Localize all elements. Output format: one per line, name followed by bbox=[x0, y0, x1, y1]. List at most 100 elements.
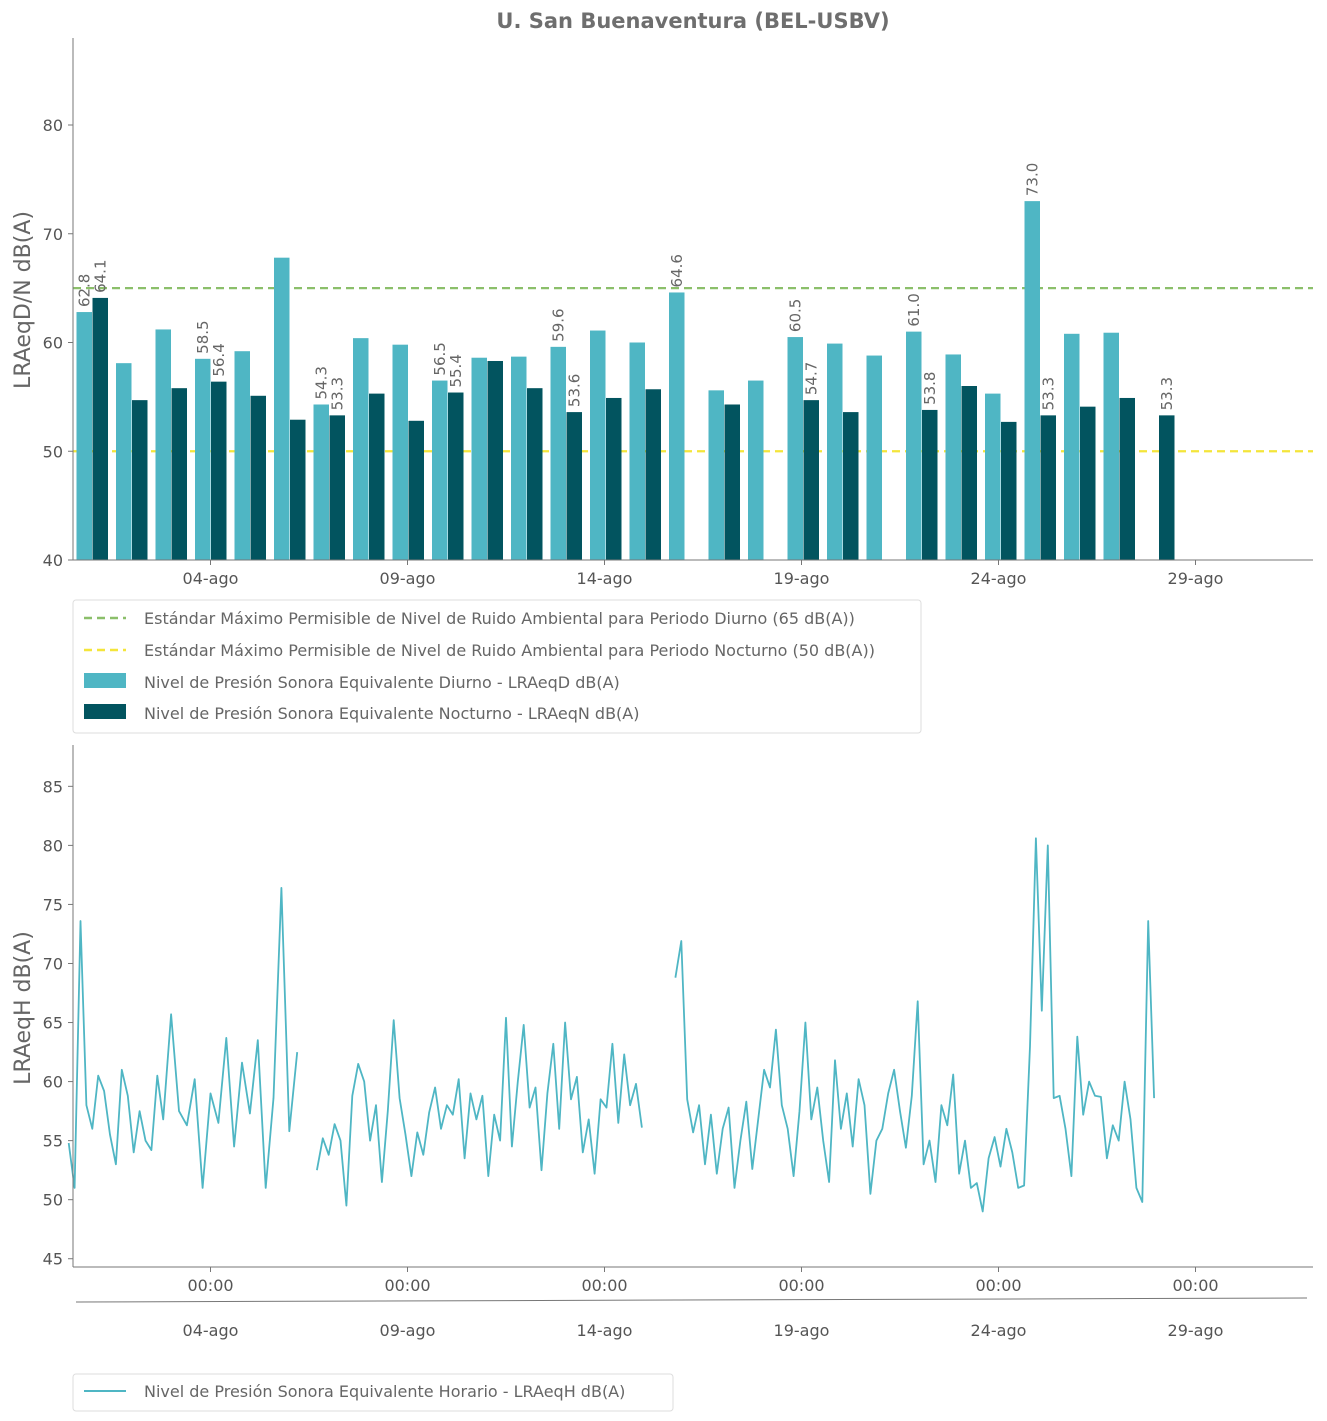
line-x-date-label: 29-ago bbox=[1168, 1321, 1224, 1340]
legend-night-limit-label: Estándar Máximo Permisible de Nivel de R… bbox=[144, 641, 875, 660]
day-bar-23-ago bbox=[985, 393, 1001, 560]
day-bar-label-18-ago: 60.5 bbox=[787, 299, 805, 332]
night-bar-label-27-ago: 53.3 bbox=[1158, 377, 1176, 410]
line-x-time-label: 00:00 bbox=[778, 1276, 824, 1295]
night-bar-06-ago bbox=[329, 415, 345, 560]
day-bar-01-ago bbox=[116, 363, 132, 560]
line-y-tick-label: 45 bbox=[43, 1250, 63, 1269]
chart-title: U. San Buenaventura (BEL-USBV) bbox=[496, 9, 889, 33]
legend-day-label: Nivel de Presión Sonora Equivalente Diur… bbox=[144, 673, 620, 692]
day-bar-10-ago bbox=[471, 357, 487, 560]
night-bar-27-ago bbox=[1159, 415, 1175, 560]
bar-x-tick-label: 29-ago bbox=[1168, 569, 1224, 588]
line-x-time-label: 00:00 bbox=[1172, 1276, 1218, 1295]
bar-y-tick-label: 50 bbox=[43, 442, 63, 461]
night-bar-01-ago bbox=[132, 400, 148, 560]
night-bar-label-24-ago: 53.3 bbox=[1040, 377, 1058, 410]
line-y-tick-label: 50 bbox=[43, 1191, 63, 1210]
line-y-tick-label: 75 bbox=[43, 895, 63, 914]
line-x-time-label: 00:00 bbox=[975, 1276, 1021, 1295]
day-bar-13-ago bbox=[590, 330, 606, 560]
night-bar-24-ago bbox=[1040, 415, 1056, 560]
line-legend-frame bbox=[72, 1373, 674, 1412]
night-bar-19-ago bbox=[843, 412, 859, 560]
bar-x-tick-label: 04-ago bbox=[183, 569, 239, 588]
night-bar-label-12-ago: 53.6 bbox=[566, 374, 584, 407]
legend-hourly-label: Nivel de Presión Sonora Equivalente Hora… bbox=[144, 1382, 625, 1401]
legend-day-limit-label: Estándar Máximo Permisible de Nivel de R… bbox=[144, 609, 855, 628]
day-bar-26-ago bbox=[1103, 332, 1119, 560]
line-x-time-label: 00:00 bbox=[187, 1276, 233, 1295]
day-bar-18-ago bbox=[787, 337, 803, 560]
day-bar-02-ago bbox=[155, 329, 171, 560]
day-bar-label-15-ago: 64.6 bbox=[668, 254, 686, 287]
day-bar-label-31-jul: 62.8 bbox=[76, 274, 94, 307]
bar-y-tick-label: 80 bbox=[43, 116, 63, 135]
day-bar-16-ago bbox=[708, 390, 724, 560]
day-bar-25-ago bbox=[1064, 333, 1080, 560]
night-bar-10-ago bbox=[487, 360, 503, 560]
night-bar-22-ago bbox=[961, 386, 977, 560]
night-bar-13-ago bbox=[606, 397, 622, 560]
bar-chart-axes: 40 50 60 70 80 04-ago 09-ago 14-ago 19-ago 24-ago… bbox=[43, 38, 1313, 588]
day-bar-label-24-ago: 73.0 bbox=[1024, 163, 1042, 196]
night-bar-31-jul bbox=[92, 297, 108, 560]
line-y-tick-label: 65 bbox=[43, 1014, 63, 1033]
hourly-series-segment-1 bbox=[316, 1016, 643, 1207]
night-bar-label-18-ago: 54.7 bbox=[803, 362, 821, 395]
day-bar-14-ago bbox=[629, 342, 645, 560]
line-y-tick-label: 85 bbox=[43, 777, 63, 796]
day-bar-label-12-ago: 59.6 bbox=[550, 308, 568, 341]
day-bar-15-ago bbox=[669, 292, 685, 560]
bar-y-tick-label: 60 bbox=[43, 334, 63, 353]
bar-y-tick-label: 40 bbox=[43, 551, 63, 570]
bar-x-tick-label: 19-ago bbox=[774, 569, 830, 588]
line-y-tick-label: 80 bbox=[43, 836, 63, 855]
bar-chart-data-labels: 62.8 58.5 54.3 56.5 59.6 64.6 60.5 61.0 73.0 64.1… bbox=[76, 163, 1177, 411]
day-bar-20-ago bbox=[866, 355, 882, 560]
day-bar-07-ago bbox=[353, 338, 369, 560]
legend-day-swatch bbox=[84, 673, 126, 688]
night-bar-label-31-jul: 64.1 bbox=[92, 260, 110, 293]
day-bar-06-ago bbox=[313, 404, 329, 560]
line-x-date-label: 24-ago bbox=[971, 1321, 1027, 1340]
day-bar-22-ago bbox=[945, 354, 961, 560]
line-chart-legend: Nivel de Presión Sonora Equivalente Hora… bbox=[72, 1373, 674, 1412]
bar-x-tick-label: 09-ago bbox=[380, 569, 436, 588]
night-bar-25-ago bbox=[1080, 406, 1096, 560]
day-bar-05-ago bbox=[274, 257, 290, 560]
night-bar-16-ago bbox=[724, 404, 740, 560]
line-x-date-label: 14-ago bbox=[577, 1321, 633, 1340]
day-bar-label-06-ago: 54.3 bbox=[313, 366, 331, 399]
legend-night-swatch bbox=[84, 704, 126, 719]
day-bar-19-ago bbox=[827, 343, 843, 560]
day-bar-03-ago bbox=[195, 358, 211, 560]
night-bar-14-ago bbox=[645, 389, 661, 560]
night-bar-04-ago bbox=[250, 395, 266, 560]
line-x-time-label: 00:00 bbox=[384, 1276, 430, 1295]
night-bar-07-ago bbox=[369, 393, 385, 560]
line-chart-series bbox=[67, 837, 1155, 1213]
line-chart-axes: 45 50 55 60 65 70 75 80 85 00:00 00:00 00:00 00:00 00… bbox=[43, 745, 1313, 1340]
night-bar-label-06-ago: 53.3 bbox=[329, 377, 347, 410]
line-chart-y-axis-label: LRAeqH dB(A) bbox=[11, 931, 36, 1085]
line-date-axis bbox=[75, 1297, 1308, 1303]
night-bar-02-ago bbox=[171, 388, 187, 560]
bar-legend-frame bbox=[72, 599, 922, 734]
night-bar-18-ago bbox=[803, 400, 819, 560]
night-bar-05-ago bbox=[290, 419, 306, 560]
day-bar-label-21-ago: 61.0 bbox=[905, 293, 923, 326]
day-bar-31-jul bbox=[76, 312, 92, 560]
legend-night-label: Nivel de Presión Sonora Equivalente Noct… bbox=[144, 704, 639, 723]
day-bar-11-ago bbox=[511, 356, 527, 560]
line-x-time-label: 00:00 bbox=[581, 1276, 627, 1295]
night-bar-11-ago bbox=[527, 388, 543, 560]
line-x-date-label: 04-ago bbox=[183, 1321, 239, 1340]
day-bar-24-ago bbox=[1024, 201, 1040, 560]
line-x-date-label: 19-ago bbox=[774, 1321, 830, 1340]
night-bar-label-09-ago: 55.4 bbox=[447, 354, 465, 387]
night-bar-label-03-ago: 56.4 bbox=[210, 343, 228, 376]
day-bar-12-ago bbox=[550, 346, 566, 560]
day-bar-09-ago bbox=[432, 380, 448, 560]
